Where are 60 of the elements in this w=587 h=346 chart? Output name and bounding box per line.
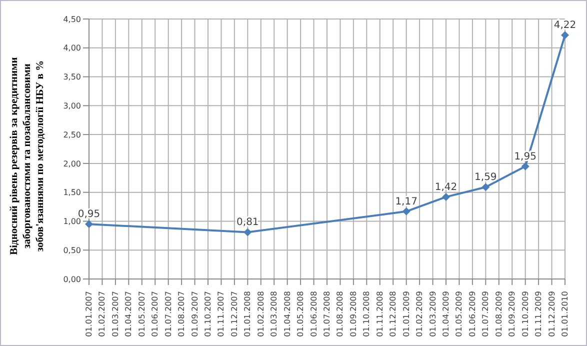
x-tick-label: 01.11.2009 xyxy=(534,291,544,337)
point xyxy=(244,228,252,236)
x-tick-label: 01.01.2008 xyxy=(243,291,252,337)
x-tick-label: 01.10.2009 xyxy=(520,291,530,337)
x-tick-label: 01.01.2009 xyxy=(402,291,411,337)
y-tick-label: 4,00 xyxy=(63,44,81,53)
y-axis-title: Відносний рівень резервів за кредитними заборгованостями та позабалансовими зобов'язаннями по методології НБУ в % xyxy=(8,56,46,257)
data-label: 1,59 xyxy=(474,172,497,184)
x-tick-label: 01.09.2009 xyxy=(508,291,517,337)
x-tick-label: 01.02.2007 xyxy=(98,291,107,337)
x-tick-label: 01.11.2007 xyxy=(216,291,226,337)
x-tick-label: 01.06.2009 xyxy=(468,291,477,337)
x-tick-label: 01.12.2007 xyxy=(230,291,239,337)
x-tick-label: 01.06.2008 xyxy=(309,291,318,337)
x-tick-label: 01.01.2010 xyxy=(560,291,570,337)
x-tick-label: 01.12.2008 xyxy=(388,291,398,337)
point xyxy=(521,162,530,170)
y-tick-label: 3,50 xyxy=(63,72,81,82)
x-tick-label: 01.07.2009 xyxy=(481,291,490,337)
data-label: 4,22 xyxy=(554,20,576,32)
y-tick-label: 1,50 xyxy=(63,188,81,198)
x-tick-label: 01.04.2008 xyxy=(282,291,292,337)
y-tick-label: 4,50 xyxy=(63,14,81,24)
x-tick-label: 01.06.2007 xyxy=(150,291,160,337)
point xyxy=(561,31,569,40)
point xyxy=(482,183,490,192)
x-tick-label: 01.08.2007 xyxy=(177,291,186,337)
x-tick-label: 01.11.2008 xyxy=(375,291,384,337)
x-tick-label: 01.03.2009 xyxy=(428,291,438,337)
y-tick-label: 1,00 xyxy=(63,217,81,226)
point xyxy=(442,192,450,201)
x-tick-label: 01.05.2008 xyxy=(296,291,306,337)
x-tick-label: 01.03.2008 xyxy=(270,291,279,337)
x-tick-label: 01.04.2009 xyxy=(442,291,450,337)
x-tick-label: 01.09.2008 xyxy=(348,291,358,337)
x-tick-label: 01.02.2008 xyxy=(256,291,266,337)
x-tick-label: 01.04.2007 xyxy=(124,291,134,337)
x-tick-label: 01.08.2009 xyxy=(494,291,504,337)
x-tick-label: 01.09.2007 xyxy=(190,291,200,337)
x-tick-label: 01.01.2007 xyxy=(84,291,94,337)
y-tick-label: 0,00 xyxy=(63,274,81,284)
y-tick-label: 2,50 xyxy=(63,130,81,140)
x-tick-label: 01.12.2009 xyxy=(547,291,556,337)
x-tick-label: 01.02.2009 xyxy=(415,291,424,337)
data-label: 1,17 xyxy=(395,196,418,208)
x-tick-label: 01.05.2007 xyxy=(137,291,146,337)
x-tick-label: 01.03.2007 xyxy=(110,291,120,337)
x-tick-label: 01.07.2007 xyxy=(164,291,173,337)
y-tick-label: 0,50 xyxy=(63,246,81,255)
data-label: 0,81 xyxy=(236,217,259,228)
y-tick-label: 3,00 xyxy=(63,102,81,111)
x-tick-label: 01.08.2008 xyxy=(336,291,345,337)
x-tick-label: 01.10.2007 xyxy=(204,291,212,337)
y-tick-label: 2,00 xyxy=(63,159,81,168)
point xyxy=(402,207,410,216)
x-tick-label: 01.05.2009 xyxy=(454,291,464,337)
point xyxy=(85,220,93,228)
data-label: 1,42 xyxy=(434,182,458,193)
x-tick-label: 01.07.2008 xyxy=(322,291,332,337)
x-tick-label: 01.10.2008 xyxy=(362,291,372,337)
